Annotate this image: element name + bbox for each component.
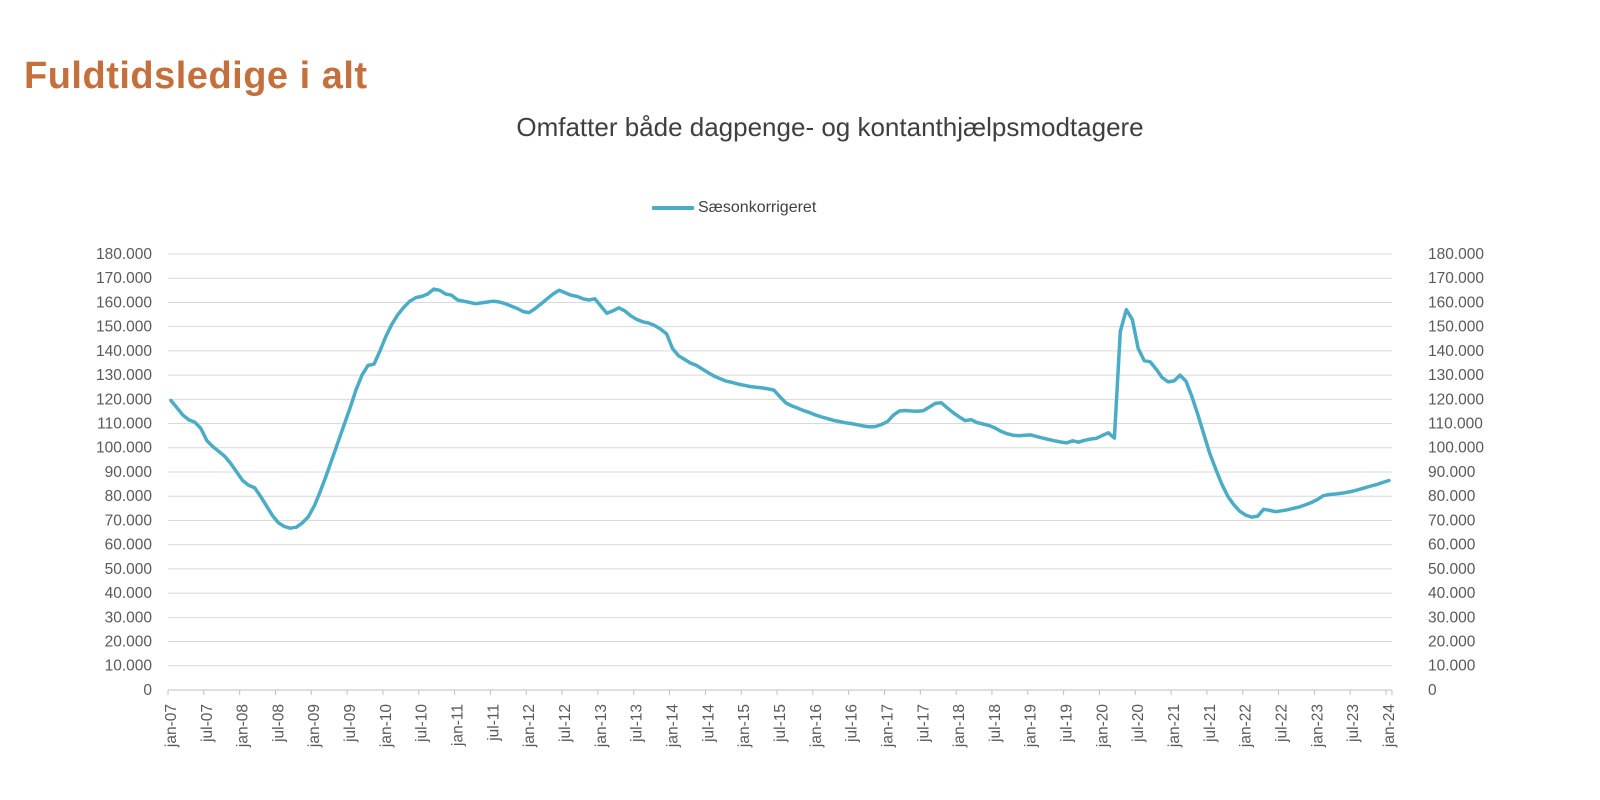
x-axis-label: jul-11 bbox=[485, 704, 502, 742]
y-axis-label-left: 90.000 bbox=[105, 464, 153, 481]
x-axis-label: jul-10 bbox=[414, 704, 431, 743]
y-axis-label-right: 70.000 bbox=[1428, 512, 1476, 529]
y-axis-label-right: 10.000 bbox=[1428, 658, 1476, 675]
x-axis-label: jul-08 bbox=[270, 704, 287, 743]
chart-legend: Sæsonkorrigeret bbox=[652, 199, 816, 217]
x-axis-label: jul-09 bbox=[342, 704, 359, 743]
y-axis-label-right: 100.000 bbox=[1428, 440, 1484, 457]
y-axis-label-right: 150.000 bbox=[1428, 319, 1484, 336]
x-axis-label: jul-12 bbox=[557, 704, 574, 743]
x-axis-label: jan-11 bbox=[450, 704, 467, 747]
y-axis-label-right: 180.000 bbox=[1428, 246, 1484, 263]
y-axis-label-left: 70.000 bbox=[105, 512, 153, 529]
y-axis-label-right: 160.000 bbox=[1428, 294, 1484, 311]
x-axis-label: jul-18 bbox=[987, 704, 1004, 743]
y-axis-label-right: 50.000 bbox=[1428, 561, 1476, 578]
x-axis-label: jan-22 bbox=[1238, 704, 1255, 748]
y-axis-label-right: 140.000 bbox=[1428, 343, 1484, 360]
y-axis-label-right: 90.000 bbox=[1428, 464, 1476, 481]
y-axis-label-right: 40.000 bbox=[1428, 585, 1476, 602]
y-axis-label-right: 0 bbox=[1428, 682, 1437, 699]
y-axis-label-right: 60.000 bbox=[1428, 537, 1476, 554]
y-axis-label-right: 80.000 bbox=[1428, 488, 1476, 505]
y-axis-label-left: 0 bbox=[143, 682, 152, 699]
legend-label: Sæsonkorrigeret bbox=[698, 199, 817, 216]
y-axis-label-right: 30.000 bbox=[1428, 609, 1476, 626]
x-axis-label: jul-13 bbox=[629, 704, 646, 743]
x-axis-label: jul-16 bbox=[844, 704, 861, 743]
page-title: Fuldtidsledige i alt bbox=[24, 55, 368, 98]
y-axis-label-left: 20.000 bbox=[105, 634, 153, 651]
x-axis-label: jan-20 bbox=[1094, 704, 1111, 748]
y-axis-label-left: 110.000 bbox=[97, 416, 152, 433]
x-axis-label: jan-13 bbox=[593, 704, 610, 748]
y-axis-label-right: 170.000 bbox=[1428, 270, 1484, 287]
x-axis-label: jan-17 bbox=[879, 704, 896, 748]
x-axis-label: jul-22 bbox=[1274, 704, 1291, 743]
x-axis-label: jan-10 bbox=[378, 704, 395, 748]
chart-subtitle: Omfatter både dagpenge- og kontanthjælps… bbox=[516, 112, 1144, 142]
x-axis-label: jan-12 bbox=[521, 704, 538, 748]
x-axis-label: jan-09 bbox=[306, 704, 323, 748]
x-axis-label: jul-17 bbox=[915, 704, 932, 743]
y-axis-label-left: 40.000 bbox=[105, 585, 153, 602]
y-axis-label-left: 100.000 bbox=[96, 440, 152, 457]
x-axis-label: jan-23 bbox=[1309, 704, 1326, 748]
x-axis-label: jul-23 bbox=[1345, 704, 1362, 743]
y-axis-label-right: 120.000 bbox=[1428, 391, 1484, 408]
x-axis-label: jan-19 bbox=[1023, 704, 1040, 748]
y-axis-label-left: 30.000 bbox=[105, 609, 153, 626]
y-axis-label-left: 10.000 bbox=[105, 658, 153, 675]
x-axis-label: jan-07 bbox=[163, 704, 180, 748]
y-axis-label-left: 50.000 bbox=[105, 561, 153, 578]
series-line-saesonkorrigeret bbox=[169, 287, 1391, 530]
legend-line-swatch bbox=[652, 206, 694, 210]
y-axis-label-left: 180.000 bbox=[96, 246, 152, 263]
y-axis-label-right: 110.000 bbox=[1428, 416, 1483, 433]
y-axis-label-right: 130.000 bbox=[1428, 367, 1484, 384]
y-axis-label-left: 170.000 bbox=[96, 270, 152, 287]
x-axis-label: jul-15 bbox=[772, 704, 789, 743]
x-axis-label: jul-20 bbox=[1130, 704, 1147, 743]
y-axis-label-left: 80.000 bbox=[105, 488, 153, 505]
y-axis-label-left: 150.000 bbox=[96, 319, 152, 336]
x-axis-label: jan-08 bbox=[235, 704, 252, 748]
x-axis-label: jan-24 bbox=[1381, 704, 1398, 748]
x-axis-label: jul-19 bbox=[1059, 704, 1076, 743]
y-axis-label-left: 140.000 bbox=[96, 343, 152, 360]
y-axis-label-left: 60.000 bbox=[105, 537, 153, 554]
x-axis-label: jul-14 bbox=[700, 704, 717, 743]
x-axis-label: jan-16 bbox=[808, 704, 825, 748]
y-axis-label-left: 130.000 bbox=[96, 367, 152, 384]
x-axis-label: jul-07 bbox=[199, 704, 216, 743]
x-axis-label: jan-14 bbox=[664, 704, 681, 748]
x-axis-label: jan-15 bbox=[736, 704, 753, 748]
y-axis-label-left: 160.000 bbox=[96, 294, 152, 311]
x-axis-label: jan-21 bbox=[1166, 704, 1183, 748]
x-axis-label: jul-21 bbox=[1202, 704, 1219, 743]
y-axis-label-right: 20.000 bbox=[1428, 634, 1476, 651]
y-axis-label-left: 120.000 bbox=[96, 391, 152, 408]
x-axis-label: jan-18 bbox=[951, 704, 968, 748]
